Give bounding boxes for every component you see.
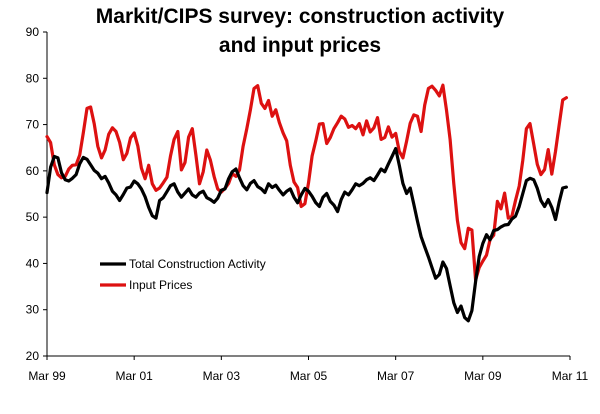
x-tick-label: Mar 09 xyxy=(464,369,502,383)
y-tick-label: 80 xyxy=(26,71,40,85)
x-tick-label: Mar 11 xyxy=(552,369,589,383)
y-tick-label: 90 xyxy=(26,25,40,39)
y-tick-label: 40 xyxy=(26,256,40,270)
x-tick-label: Mar 05 xyxy=(290,369,328,383)
series-line-total-construction-activity xyxy=(45,147,569,323)
x-tick-label: Mar 03 xyxy=(203,369,241,383)
y-tick-label: 30 xyxy=(26,303,40,317)
legend-label-total-construction-activity: Total Construction Activity xyxy=(129,257,266,271)
chart-title-line-1: Markit/CIPS survey: construction activit… xyxy=(95,5,505,28)
x-tick-label: Mar 07 xyxy=(377,369,415,383)
y-tick-label: 60 xyxy=(26,164,40,178)
x-tick-label: Mar 01 xyxy=(115,369,153,383)
series-line-input-prices xyxy=(45,83,569,282)
x-tick-label: Mar 99 xyxy=(28,369,66,383)
y-tick-label: 50 xyxy=(26,210,40,224)
chart-title-line-2: and input prices xyxy=(218,34,382,57)
y-tick-label: 70 xyxy=(26,118,40,132)
y-tick-label: 20 xyxy=(26,349,40,363)
legend-label-input-prices: Input Prices xyxy=(129,278,192,292)
